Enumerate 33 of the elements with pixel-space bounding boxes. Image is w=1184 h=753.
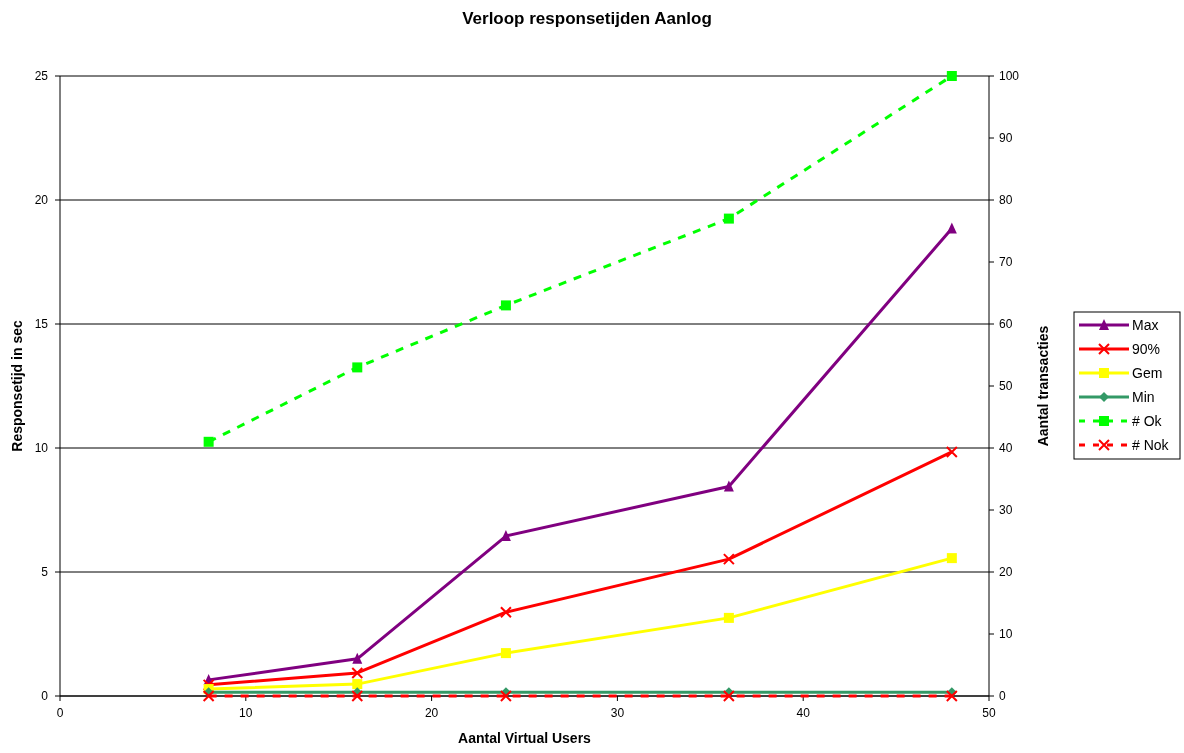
y2-tick-label: 90	[999, 131, 1013, 145]
x-tick-label: 30	[610, 706, 625, 720]
y2-tick-label: 10	[999, 627, 1013, 641]
y2-tick-label: 80	[999, 193, 1013, 207]
x-tick-label: 50	[982, 706, 996, 720]
legend-label: 90%	[1132, 341, 1161, 357]
y2-tick-label: 20	[999, 565, 1013, 579]
y-tick-label: 10	[34, 441, 49, 455]
x-tick-label: 20	[424, 706, 439, 720]
y2-tick-label: 50	[999, 379, 1013, 393]
x-tick-label: 0	[56, 706, 64, 720]
y2-tick-label: 30	[999, 503, 1013, 517]
y2-axis-title: Aantal transacties	[1035, 325, 1051, 447]
legend-label: # Ok	[1132, 413, 1163, 429]
x-tick-label: 10	[239, 706, 253, 720]
x-axis-title: Aantal Virtual Users	[458, 730, 592, 746]
y-tick-label: 25	[34, 69, 49, 83]
legend-label: Min	[1132, 389, 1155, 405]
y-tick-label: 20	[34, 193, 49, 207]
y-tick-label: 5	[41, 565, 49, 579]
y2-tick-label: 100	[999, 69, 1020, 83]
y-tick-label: 0	[41, 689, 49, 703]
y-axis-title: Responsetijd in sec	[9, 320, 25, 452]
legend-label: # Nok	[1132, 437, 1170, 453]
y2-tick-label: 60	[999, 317, 1013, 331]
y-tick-label: 15	[34, 317, 49, 331]
chart-title: Verloop responsetijden Aanlog	[462, 9, 712, 28]
legend-label: Max	[1132, 317, 1159, 333]
y2-tick-label: 70	[999, 255, 1013, 269]
y2-tick-label: 0	[999, 689, 1006, 703]
x-tick-label: 40	[796, 706, 811, 720]
y2-tick-label: 40	[999, 441, 1013, 455]
legend-label: Gem	[1132, 365, 1163, 381]
